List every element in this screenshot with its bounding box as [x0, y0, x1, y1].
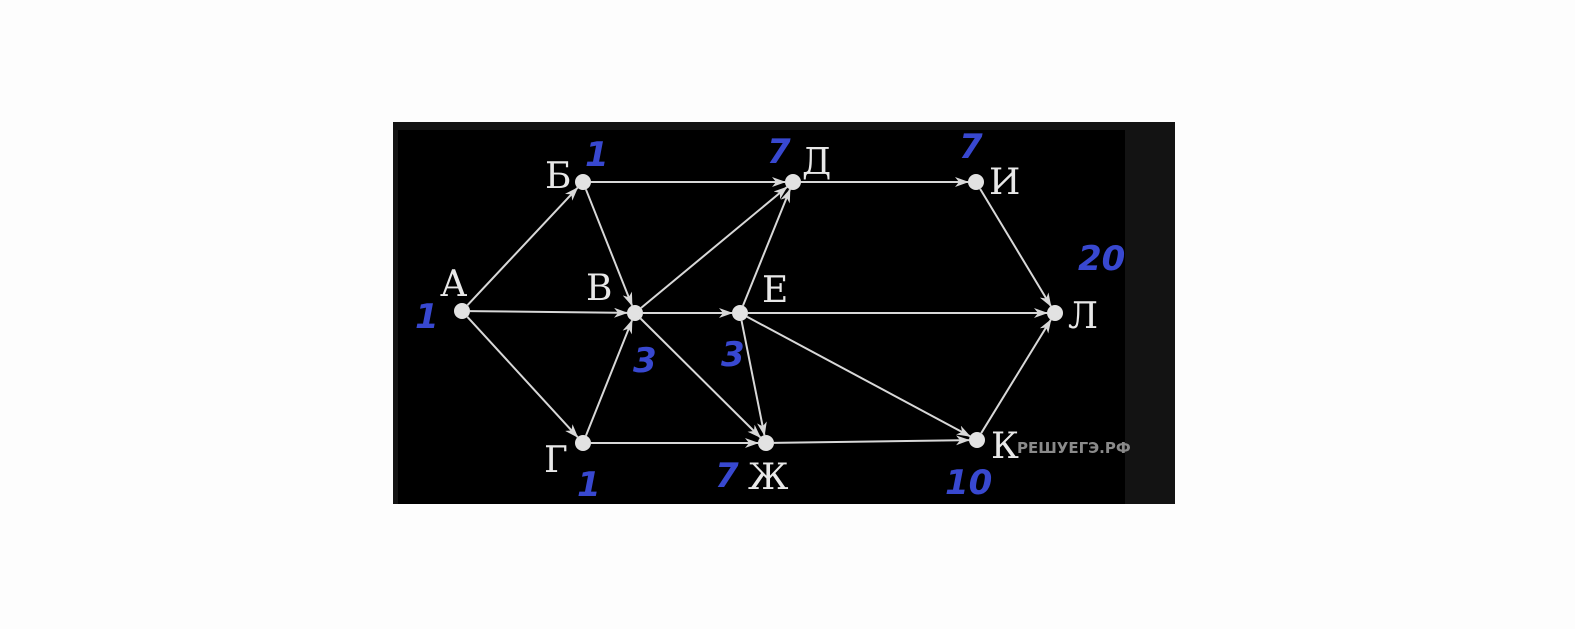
graph-figure: А Б В Г Д Е Ж И К Л 1 1 3 1 7 3 7 7 10 20 РЕШУЕГЭ.РФ — [393, 122, 1175, 504]
path-count-D: 7 — [767, 132, 791, 172]
edge-I-L — [979, 188, 1052, 308]
path-count-I: 7 — [959, 127, 983, 167]
path-count-A: 1 — [415, 297, 439, 337]
edge-G-V — [585, 319, 633, 436]
node-label-V: В — [586, 268, 612, 309]
directed-graph: А Б В Г Д Е Ж И К Л 1 1 3 1 7 3 7 7 10 20 РЕШУЕГЭ.РФ — [398, 127, 1131, 504]
node-label-K: К — [991, 426, 1019, 467]
nodes — [454, 174, 1063, 451]
node-label-D: Д — [802, 142, 831, 183]
node-G — [575, 435, 591, 451]
node-Zh — [758, 435, 774, 451]
node-I — [968, 174, 984, 190]
path-count-L: 20 — [1078, 239, 1125, 279]
edge-A-B — [466, 187, 579, 306]
node-label-B: Б — [545, 156, 571, 197]
node-label-E: Е — [762, 270, 788, 311]
node-D — [785, 174, 801, 190]
edge-Zh-K — [773, 435, 971, 446]
node-K — [969, 432, 985, 448]
node-labels: А Б В Г Д Е Ж И К Л — [440, 142, 1098, 498]
edge-E-Zh — [740, 320, 767, 437]
edge-E-K — [746, 315, 971, 438]
path-count-E: 3 — [721, 335, 745, 375]
edge-V-D — [640, 186, 788, 309]
node-B — [575, 174, 591, 190]
node-label-G: Г — [544, 440, 568, 481]
node-V — [627, 305, 643, 321]
edge-B-V — [585, 189, 633, 307]
edges — [466, 177, 1052, 448]
edge-A-V — [469, 307, 629, 318]
node-E — [732, 305, 748, 321]
edge-K-L — [980, 318, 1052, 434]
path-count-B: 1 — [585, 135, 609, 175]
path-count-Zh: 7 — [715, 456, 739, 496]
node-A — [454, 303, 470, 319]
node-label-L: Л — [1068, 296, 1098, 337]
edge-E-D — [742, 188, 791, 306]
handwritten-counts: 1 1 3 1 7 3 7 7 10 20 — [415, 127, 1125, 504]
node-label-A: А — [440, 264, 467, 305]
path-count-G: 1 — [577, 465, 601, 504]
node-label-Zh: Ж — [748, 457, 789, 498]
edge-V-Zh — [639, 317, 762, 439]
path-count-V: 3 — [633, 341, 657, 381]
node-L — [1047, 305, 1063, 321]
path-count-K: 10 — [945, 463, 992, 503]
edge-A-G — [466, 316, 579, 438]
watermark: РЕШУЕГЭ.РФ — [1017, 439, 1131, 457]
node-label-I: И — [989, 162, 1020, 203]
